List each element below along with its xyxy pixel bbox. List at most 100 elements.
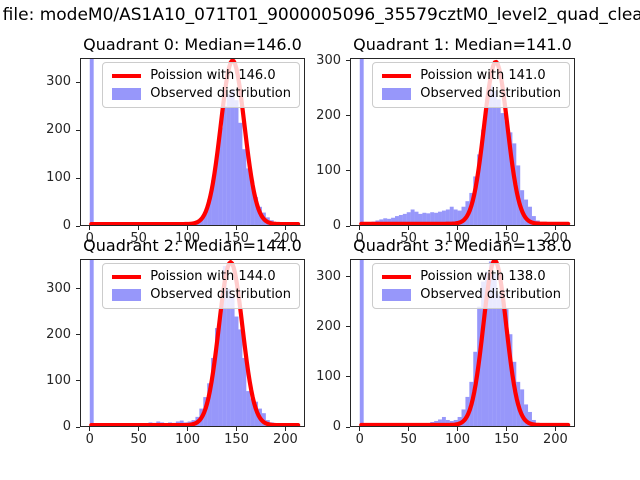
legend-row-curve: Poission with 141.0 bbox=[382, 67, 561, 85]
histogram-bar bbox=[504, 121, 509, 226]
histogram-bar bbox=[211, 357, 215, 427]
x-tick-label: 200 bbox=[273, 231, 298, 246]
y-tick-label: 200 bbox=[316, 107, 341, 123]
x-tick-label: 50 bbox=[400, 432, 417, 447]
x-tick-mark bbox=[138, 427, 140, 431]
histogram-bar bbox=[492, 91, 497, 226]
y-tick-mark bbox=[346, 170, 350, 172]
histogram-bar bbox=[488, 261, 493, 427]
histogram-bar bbox=[238, 329, 243, 427]
x-tick-label: 0 bbox=[85, 231, 94, 246]
axes-spines bbox=[350, 259, 575, 427]
y-tick-mark bbox=[346, 115, 350, 117]
x-tick-label: 200 bbox=[273, 432, 298, 447]
histogram-bar bbox=[230, 89, 235, 226]
histogram-bar bbox=[528, 206, 532, 226]
legend-row-hist: Observed distribution bbox=[382, 286, 561, 304]
y-tick-label: 200 bbox=[316, 318, 341, 334]
x-tick-label: 100 bbox=[445, 432, 471, 447]
histogram-bar bbox=[508, 132, 513, 226]
y-tick-label: 300 bbox=[316, 268, 341, 284]
histogram-bar bbox=[250, 180, 255, 226]
poisson-curve bbox=[359, 59, 571, 226]
histogram-bar bbox=[445, 209, 450, 226]
histogram-bar bbox=[434, 212, 439, 226]
legend-patch-swatch bbox=[112, 289, 142, 301]
histogram-bar bbox=[406, 212, 411, 226]
legend-row-hist: Observed distribution bbox=[112, 85, 291, 103]
x-tick-mark bbox=[359, 226, 361, 230]
histogram-bar bbox=[89, 259, 94, 427]
histogram-bar bbox=[457, 210, 462, 226]
subplot: Quadrant 0: Median=146.0 Poission with 1… bbox=[46, 35, 305, 246]
histogram-bar bbox=[441, 416, 446, 427]
x-tick-mark bbox=[554, 226, 556, 230]
x-tick-label: 150 bbox=[224, 432, 249, 447]
histogram-bar bbox=[230, 295, 235, 427]
subplot: Quadrant 3: Median=138.0 Poission with 1… bbox=[316, 236, 575, 447]
y-tick-mark bbox=[346, 376, 350, 378]
histogram-plot bbox=[350, 259, 575, 427]
x-tick-mark bbox=[457, 427, 459, 431]
histogram-bar bbox=[438, 211, 442, 226]
x-tick-mark bbox=[457, 226, 459, 230]
legend-row-hist: Observed distribution bbox=[112, 286, 291, 304]
histogram-bar bbox=[238, 122, 243, 226]
y-tick-label: 0 bbox=[62, 419, 71, 434]
histogram-bar bbox=[441, 210, 446, 226]
x-tick-mark bbox=[506, 427, 508, 431]
histogram-bar bbox=[426, 213, 431, 226]
histogram-bar bbox=[496, 294, 501, 427]
histogram-bar bbox=[207, 383, 212, 427]
x-tick-label: 150 bbox=[224, 231, 249, 246]
histogram-bar bbox=[359, 58, 364, 226]
legend-line-swatch bbox=[382, 275, 412, 279]
x-tick-label: 50 bbox=[130, 231, 147, 246]
y-tick-mark bbox=[76, 81, 80, 83]
y-tick-label: 0 bbox=[62, 218, 71, 233]
y-tick-mark bbox=[346, 426, 350, 428]
axes-spines bbox=[80, 259, 305, 427]
histogram-bar bbox=[242, 149, 247, 226]
legend-patch-swatch bbox=[382, 289, 412, 301]
x-tick-mark bbox=[284, 226, 286, 230]
histogram-bar bbox=[218, 311, 223, 427]
histogram-bar bbox=[250, 398, 255, 427]
y-tick-mark bbox=[76, 426, 80, 428]
x-tick-mark bbox=[89, 427, 91, 431]
x-tick-mark bbox=[506, 226, 508, 230]
histogram-plot bbox=[350, 58, 575, 226]
x-tick-label: 100 bbox=[175, 432, 201, 447]
legend-hist-label: Observed distribution bbox=[420, 86, 561, 101]
legend-curve-label: Poission with 138.0 bbox=[420, 269, 546, 284]
histogram-bar bbox=[242, 357, 247, 427]
y-tick-label: 300 bbox=[46, 280, 71, 296]
x-tick-label: 150 bbox=[494, 231, 519, 246]
histogram-bar bbox=[395, 216, 399, 226]
histogram-bar bbox=[473, 176, 478, 226]
x-tick-mark bbox=[138, 226, 140, 230]
histogram-bar bbox=[461, 206, 466, 226]
subplot-title: Quadrant 2: Median=144.0 bbox=[83, 236, 302, 255]
histogram-bar bbox=[485, 271, 489, 427]
x-tick-label: 0 bbox=[355, 432, 364, 447]
y-tick-label: 100 bbox=[46, 170, 71, 185]
histogram-bar bbox=[211, 180, 215, 226]
y-tick-mark bbox=[76, 288, 80, 290]
legend-line-swatch bbox=[112, 74, 142, 78]
x-tick-mark bbox=[284, 427, 286, 431]
histogram-bar bbox=[199, 219, 204, 226]
subplot-title: Quadrant 1: Median=141.0 bbox=[353, 35, 572, 54]
x-tick-mark bbox=[89, 226, 91, 230]
histogram-bar bbox=[215, 154, 219, 226]
legend: Poission with 144.0 Observed distributio… bbox=[102, 263, 300, 309]
subplot: Quadrant 2: Median=144.0 Poission with 1… bbox=[46, 236, 305, 447]
legend-row-curve: Poission with 138.0 bbox=[382, 268, 561, 286]
x-tick-mark bbox=[187, 427, 189, 431]
histogram-bar bbox=[222, 265, 227, 427]
x-tick-label: 200 bbox=[543, 432, 568, 447]
histogram-bar bbox=[481, 129, 485, 226]
histogram-bar bbox=[215, 328, 219, 427]
histogram-bar bbox=[226, 288, 231, 427]
